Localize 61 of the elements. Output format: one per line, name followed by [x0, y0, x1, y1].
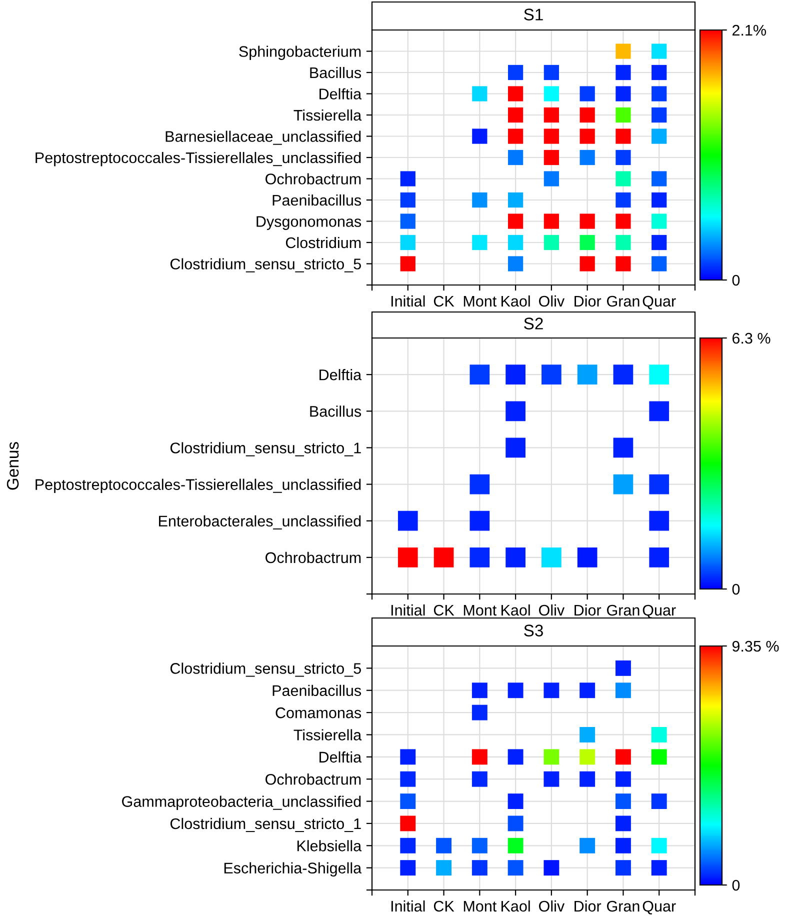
y-tick-label: Delftia: [320, 751, 362, 763]
y-tick-label: Ochrobactrum: [266, 774, 361, 785]
x-tick-label: Initial: [391, 295, 425, 307]
y-tick-label: Comamonas: [276, 707, 362, 718]
y-tick-label: Tissierella: [294, 109, 362, 121]
x-tick-label: Gran: [607, 900, 640, 912]
y-tick-label: Klebsiella: [297, 840, 362, 852]
x-tick-label: Initial: [391, 604, 425, 616]
y-tick-label: Paenibacillus: [272, 194, 362, 206]
color-bar-label: 0: [732, 880, 740, 891]
y-tick-label: Bacillus: [310, 406, 362, 417]
y-tick-label: Gammaproteobacteria_unclassified: [122, 796, 361, 810]
x-tick-label: Dior: [574, 604, 602, 616]
x-tick-label: Oliv: [539, 900, 565, 912]
y-tick-label: Ochrobactrum: [266, 173, 361, 184]
x-tick-label: Dior: [574, 900, 602, 912]
color-bar-label: 2.1%: [732, 24, 766, 36]
y-tick-label: Escherichia-Shigella: [224, 862, 362, 877]
y-tick-label: Bacillus: [310, 66, 362, 78]
x-tick-label: Quar: [642, 604, 676, 618]
y-tick-label: Delftia: [320, 369, 362, 380]
color-bar-label: 0: [732, 274, 740, 286]
y-tick-label: Barnesiellaceae_unclassified: [166, 130, 361, 145]
chart-title: S3: [524, 624, 543, 636]
chart-title: S1: [524, 8, 543, 20]
x-tick-label: Dior: [574, 295, 602, 307]
y-tick-label: Peptostreptococcales-Tissierellales_unclassified: [36, 152, 361, 166]
color-bar-label: 9.35 %: [732, 640, 779, 652]
x-tick-label: Quar: [642, 296, 676, 310]
x-tick-label: Mont: [464, 900, 497, 912]
y-tick-label: Clostridium_sensu_stricto_5: [170, 258, 361, 272]
x-tick-label: Kaol: [502, 604, 530, 616]
x-tick-label: CK: [434, 900, 454, 912]
y-tick-label: Clostridium_sensu_stricto_5: [170, 662, 361, 677]
chart-title: S2: [524, 318, 543, 330]
x-tick-label: Gran: [607, 604, 640, 616]
x-tick-label: Mont: [464, 604, 497, 616]
color-bar-label: 6.3 %: [732, 332, 770, 344]
x-tick-label: Kaol: [502, 900, 530, 912]
x-tick-label: CK: [434, 296, 454, 307]
y-tick-label: Sphingobacterium: [239, 46, 361, 60]
y-tick-label: Tissierella: [294, 729, 362, 740]
y-tick-label: Dysgonomonas: [256, 216, 362, 230]
y-tick-label: Clostridium_sensu_stricto_1: [170, 442, 361, 456]
x-tick-label: Oliv: [539, 295, 565, 307]
y-tick-label: Ochrobactrum: [266, 552, 361, 564]
x-tick-label: Gran: [607, 296, 640, 307]
y-axis-title: Genus: [6, 442, 19, 490]
y-tick-label: Delftia: [320, 88, 362, 100]
color-bar-label: 0: [732, 584, 740, 595]
y-tick-label: Clostridium_sensu_stricto_1: [170, 818, 361, 832]
x-tick-label: Kaol: [502, 295, 530, 307]
y-tick-label: Paenibacillus: [272, 684, 362, 696]
x-tick-label: Quar: [642, 900, 676, 914]
y-tick-label: Peptostreptococcales-Tissierellales_unclassified: [36, 478, 361, 493]
y-tick-label: Enterobacterales_unclassified: [159, 515, 361, 530]
y-tick-label: Clostridium: [286, 236, 361, 248]
x-tick-label: CK: [434, 604, 454, 616]
x-tick-label: Mont: [464, 296, 497, 307]
x-tick-label: Oliv: [539, 604, 565, 616]
x-tick-label: Initial: [391, 900, 425, 912]
